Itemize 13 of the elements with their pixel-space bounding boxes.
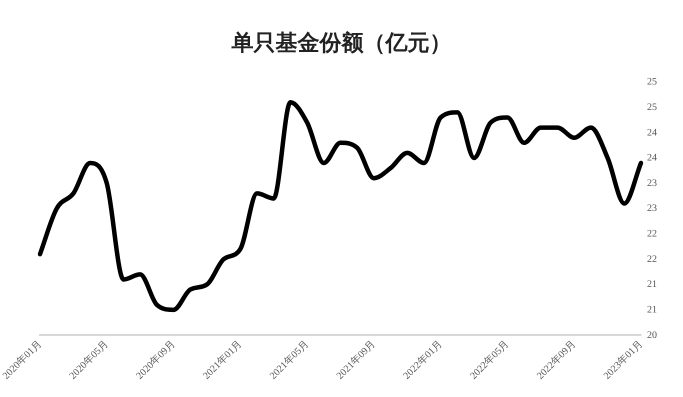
y-tick-label: 24 xyxy=(647,127,657,138)
y-tick-label: 23 xyxy=(647,178,657,189)
line-series xyxy=(38,100,644,312)
y-tick-label: 25 xyxy=(647,102,657,113)
y-tick-label: 20 xyxy=(647,330,657,341)
y-tick-label: 24 xyxy=(647,152,657,164)
chart-title: 单只基金份额（亿元） xyxy=(230,29,452,57)
y-tick-label: 22 xyxy=(647,254,657,265)
y-tick-label: 21 xyxy=(647,279,657,290)
y-tick-label: 22 xyxy=(647,228,657,240)
y-tick-label: 25 xyxy=(647,76,657,88)
y-tick-label: 23 xyxy=(647,203,657,214)
y-tick-label: 21 xyxy=(647,304,657,316)
